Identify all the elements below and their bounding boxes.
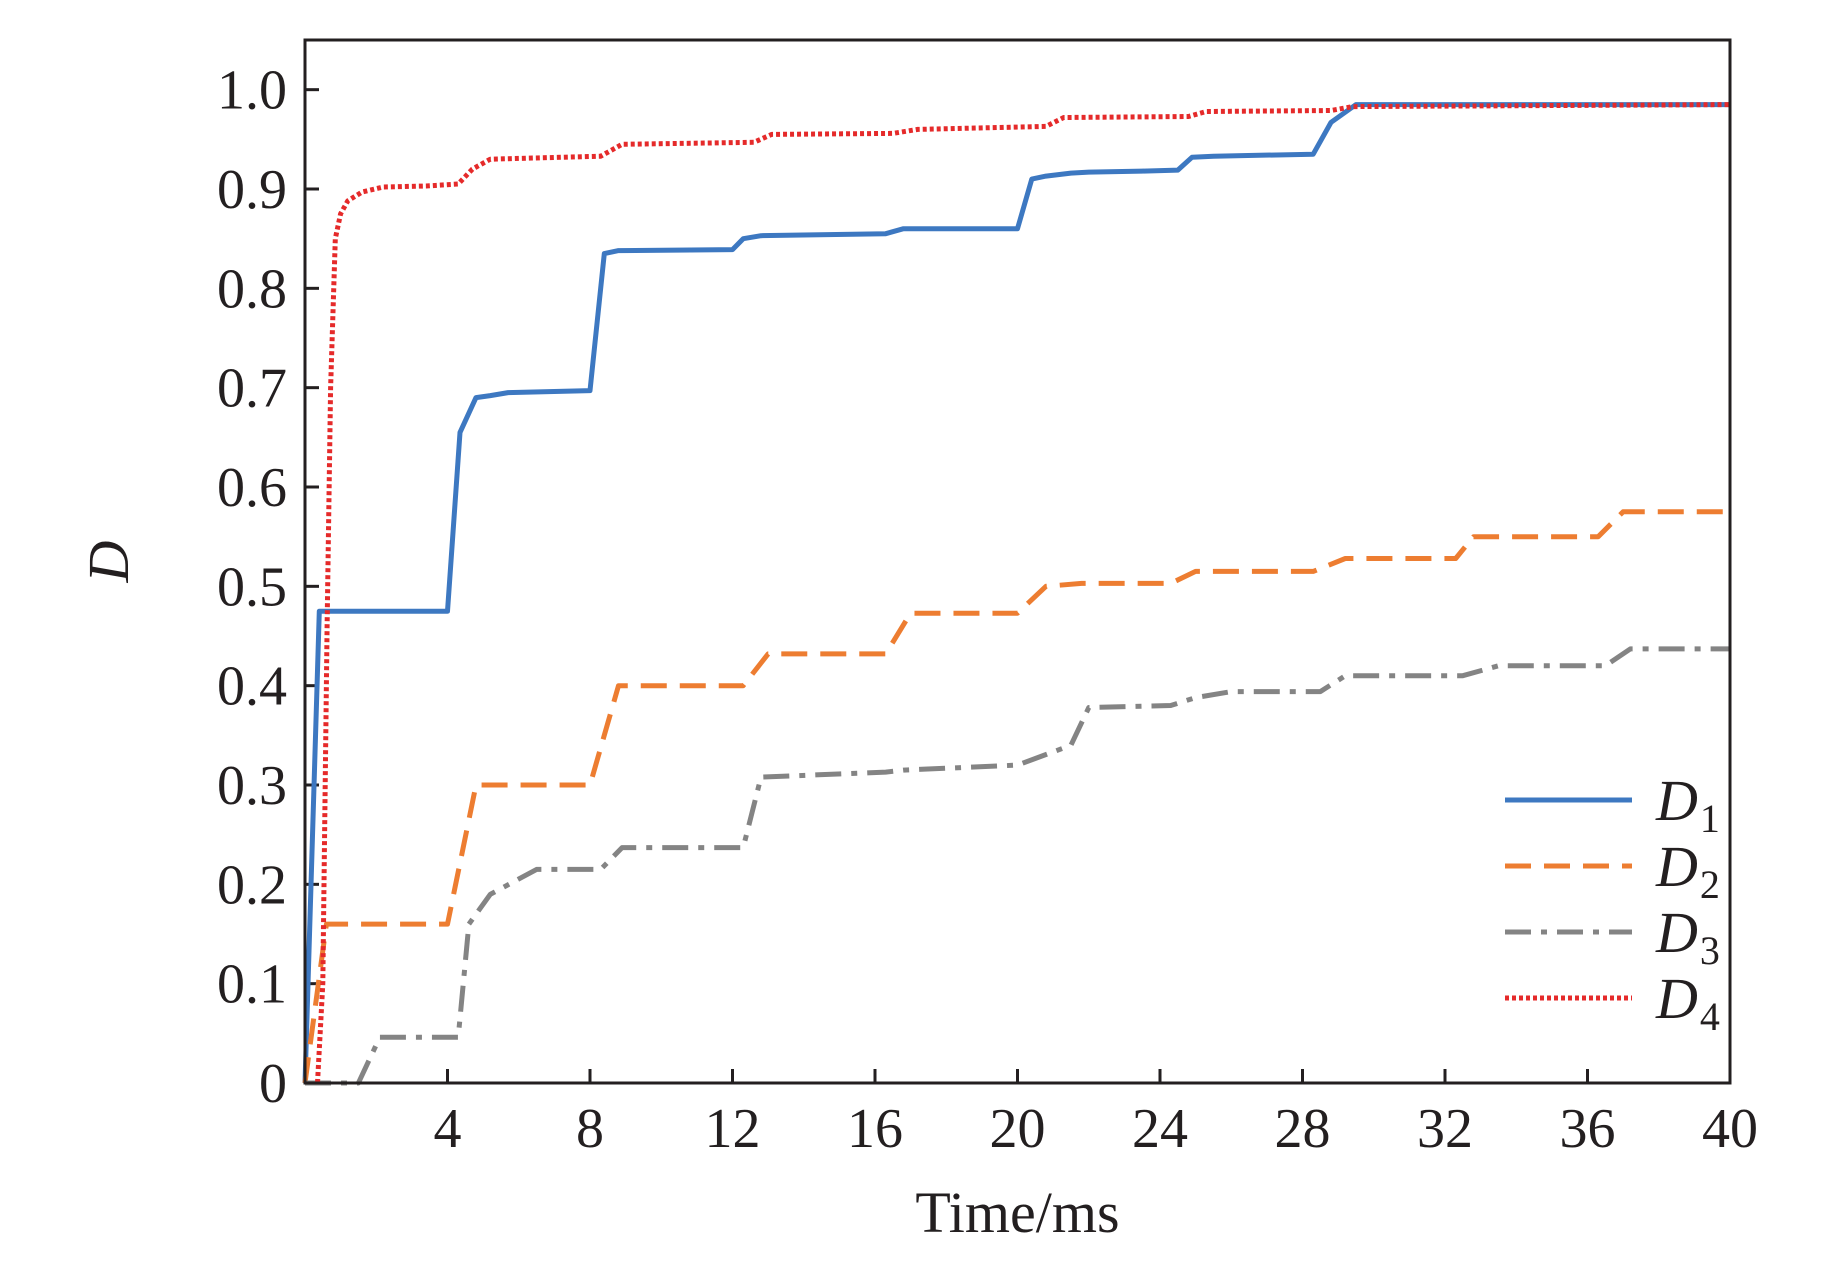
y-tick-label: 0 bbox=[259, 1053, 287, 1115]
legend-label-d2: D2 bbox=[1655, 834, 1720, 907]
y-tick-label: 0.7 bbox=[217, 358, 287, 420]
y-tick-label: 0.8 bbox=[217, 258, 287, 320]
series-line-d2 bbox=[302, 509, 1730, 1084]
y-tick-label: 0.9 bbox=[217, 159, 287, 221]
y-axis-title: D bbox=[76, 540, 141, 583]
y-tick-label: 0.6 bbox=[217, 457, 287, 519]
x-tick-label: 4 bbox=[434, 1098, 462, 1160]
y-tick-label: 0.1 bbox=[217, 954, 287, 1016]
x-tick-label: 32 bbox=[1417, 1098, 1473, 1160]
y-tick-label: 1.0 bbox=[217, 60, 287, 122]
y-tick-labels: 0 0.1 0.2 0.3 0.4 0.5 0.6 0.7 0.8 0.9 1.0 bbox=[217, 60, 287, 1115]
y-tick-label: 0.4 bbox=[217, 656, 287, 718]
plot-frame bbox=[303, 38, 1732, 1085]
x-axis-title: Time/ms bbox=[915, 1180, 1119, 1245]
series-line-d1 bbox=[302, 102, 1730, 1084]
series-line-d4 bbox=[315, 102, 1731, 1084]
y-tick-label: 0.5 bbox=[217, 556, 287, 618]
x-tick-label: 12 bbox=[705, 1098, 761, 1160]
x-tick-label: 24 bbox=[1132, 1098, 1188, 1160]
legend-label-d3: D3 bbox=[1655, 900, 1720, 973]
series-line-d3 bbox=[305, 646, 1730, 1086]
x-tick-labels: 4 8 12 16 20 24 28 32 36 40 bbox=[434, 1098, 1759, 1160]
x-tick-label: 40 bbox=[1702, 1098, 1758, 1160]
x-tick-label: 8 bbox=[576, 1098, 604, 1160]
legend-label-d1: D1 bbox=[1655, 768, 1720, 841]
legend-label-d4: D4 bbox=[1655, 966, 1720, 1039]
x-tick-label: 16 bbox=[847, 1098, 903, 1160]
x-tick-label: 36 bbox=[1560, 1098, 1616, 1160]
series-lines bbox=[302, 102, 1731, 1086]
x-tick-label: 28 bbox=[1275, 1098, 1331, 1160]
x-tick-label: 20 bbox=[990, 1098, 1046, 1160]
y-tick-label: 0.2 bbox=[217, 854, 287, 916]
y-tick-label: 0.3 bbox=[217, 755, 287, 817]
